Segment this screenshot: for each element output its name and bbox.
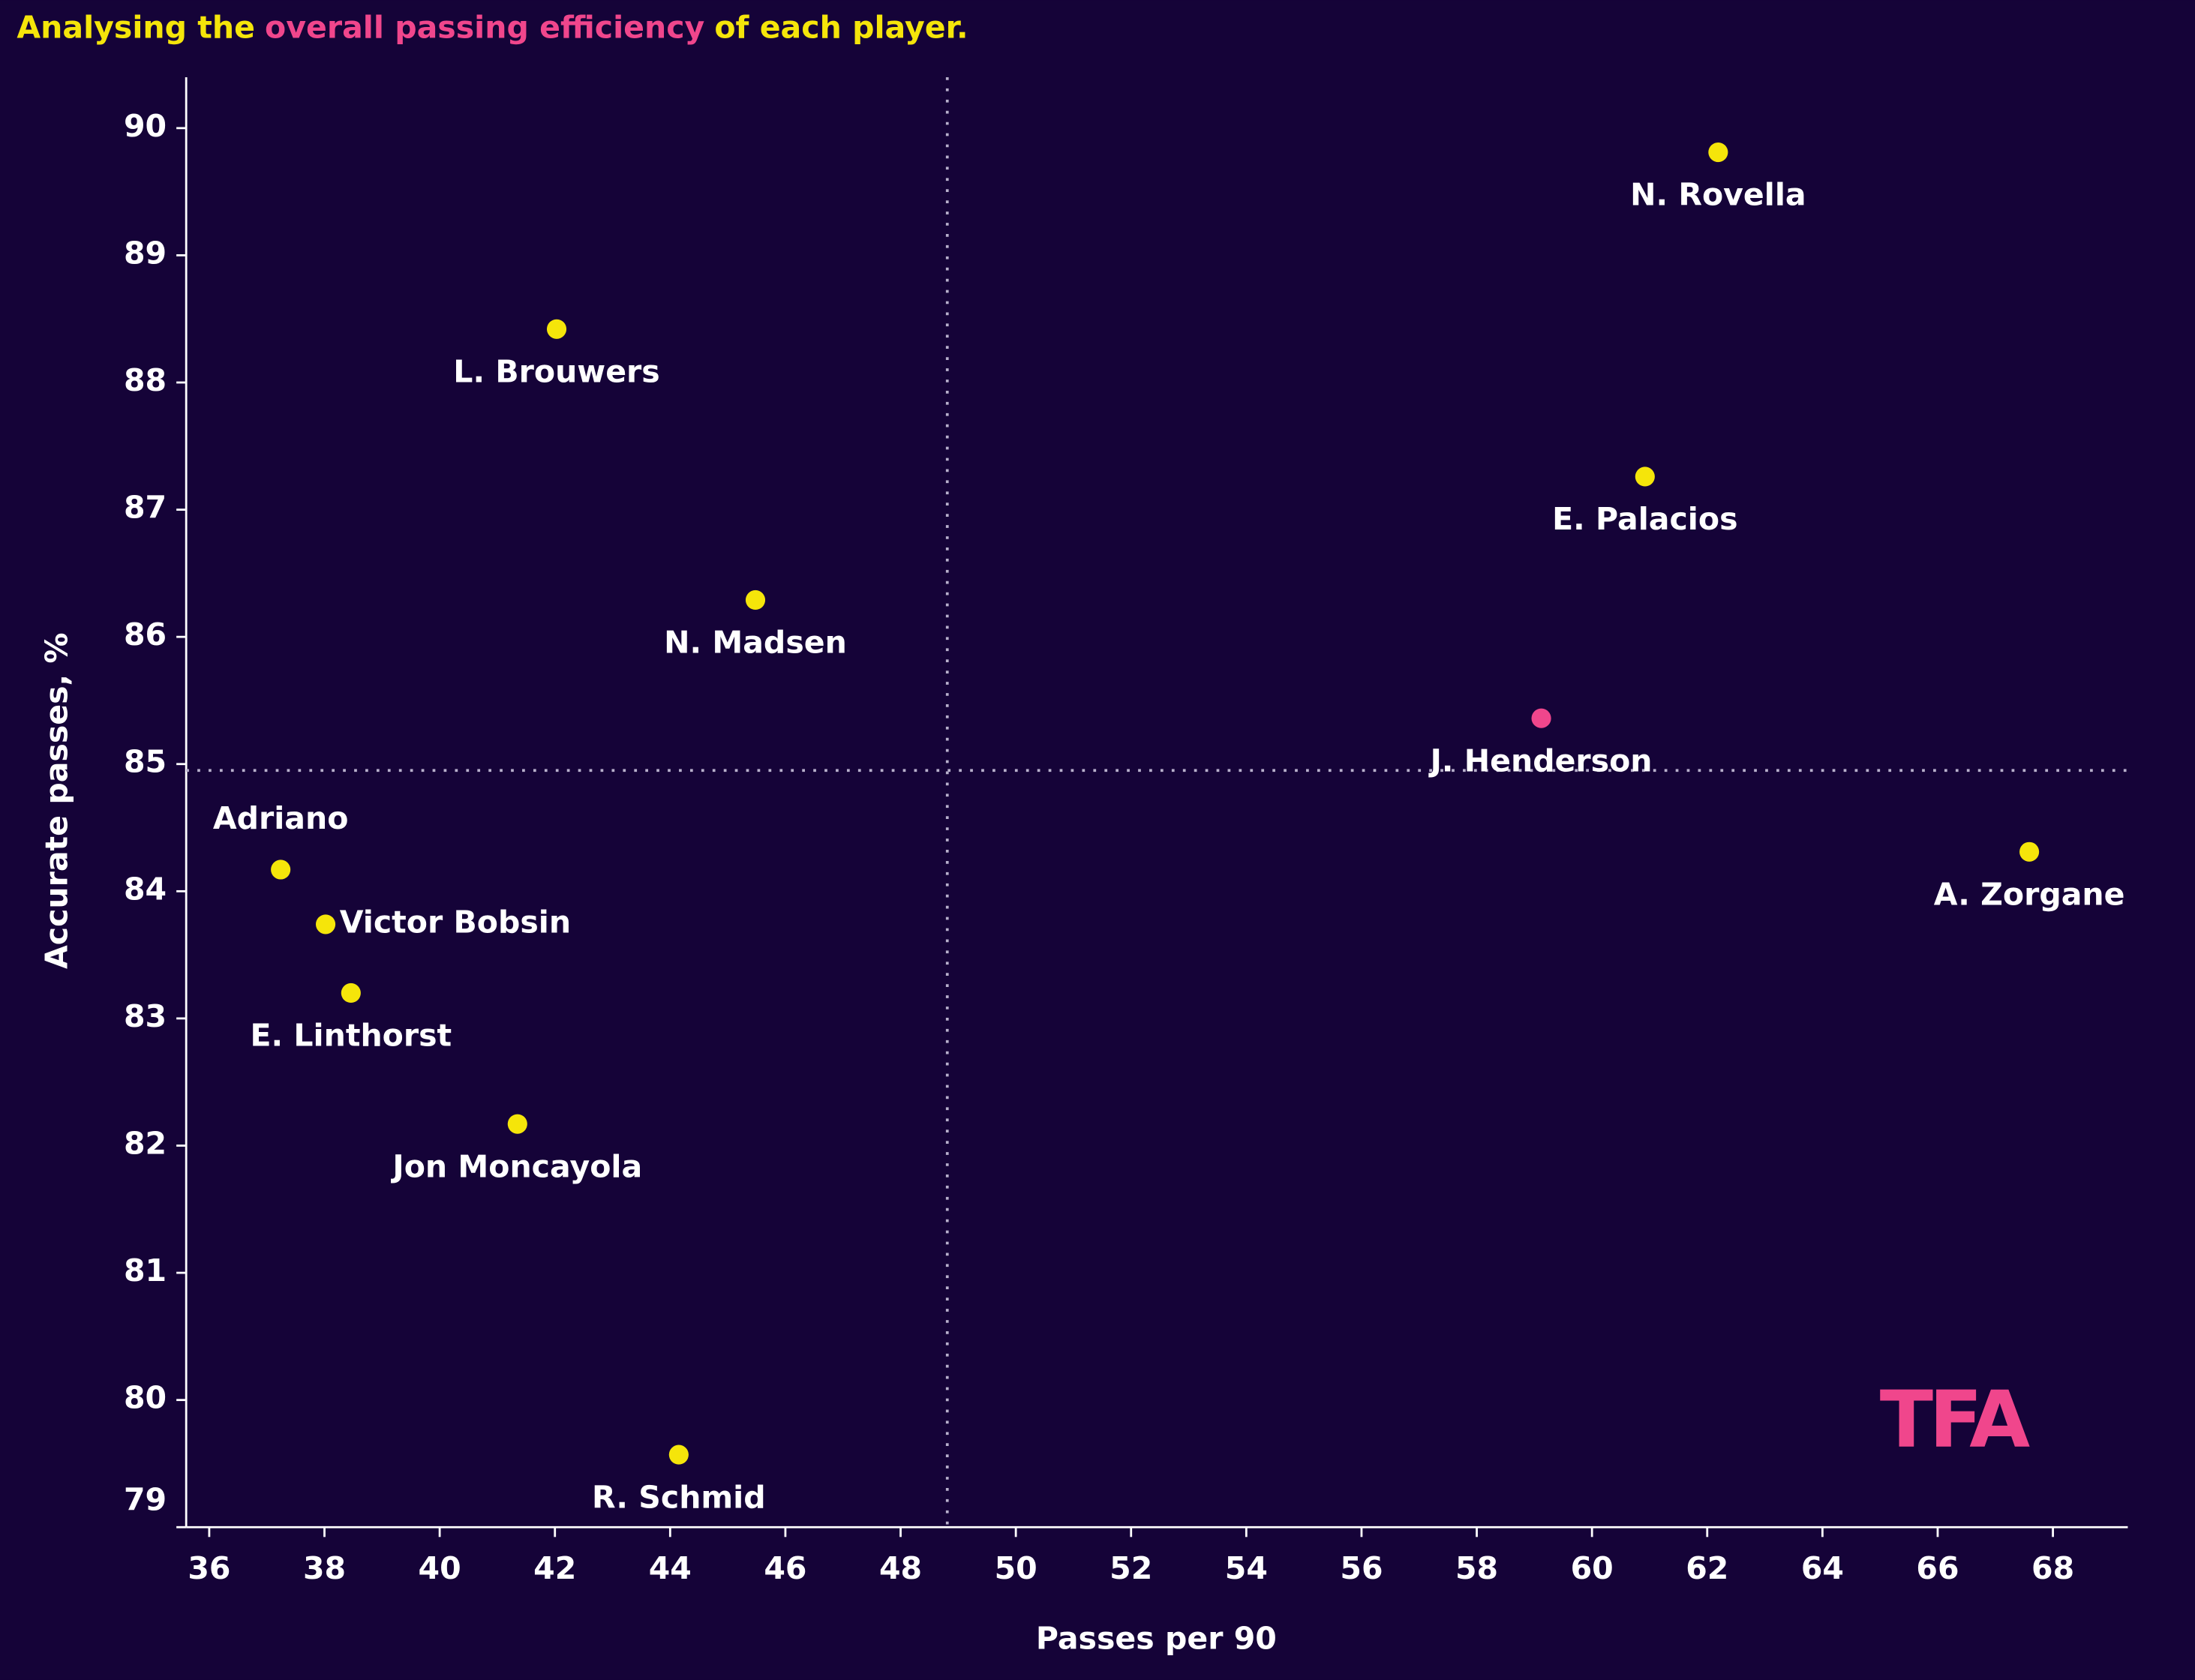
y-tick-label: 87 [124, 490, 167, 526]
y-tick-label: 82 [124, 1125, 167, 1161]
point-label: L. Brouwers [453, 353, 659, 389]
x-tick-label: 50 [995, 1550, 1037, 1586]
x-tick-label: 42 [533, 1550, 576, 1586]
x-tick-label: 36 [188, 1550, 230, 1586]
y-tick-label: 84 [124, 871, 167, 907]
x-tick-label: 62 [1686, 1550, 1728, 1586]
x-tick-label: 60 [1571, 1550, 1614, 1586]
x-tick-label: 38 [303, 1550, 346, 1586]
point-label: Victor Bobsin [340, 904, 571, 940]
x-tick-label: 64 [1801, 1550, 1844, 1586]
point [546, 319, 567, 339]
point-label: Adriano [213, 800, 349, 836]
point [1708, 142, 1728, 163]
x-tick-label: 52 [1110, 1550, 1152, 1586]
y-tick-label: 89 [124, 235, 167, 271]
x-tick-label: 44 [649, 1550, 692, 1586]
watermark: TFA [1880, 1374, 2030, 1466]
chart-title: Analysing the overall passing efficiency o… [17, 10, 968, 46]
y-tick-label: 88 [124, 362, 167, 398]
point [341, 982, 361, 1004]
point [507, 1114, 527, 1134]
x-tick-label: 66 [1916, 1550, 1959, 1586]
x-tick-label: 48 [879, 1550, 922, 1586]
y-tick-label: 85 [124, 744, 167, 780]
x-tick-label: 40 [419, 1550, 461, 1586]
y-tick-label: 83 [124, 998, 167, 1034]
y-tick-label: 79 [124, 1482, 167, 1518]
x-tick-label: 46 [764, 1550, 806, 1586]
point [745, 590, 766, 610]
y-tick-label: 90 [124, 108, 167, 144]
x-axis-label: Passes per 90 [1036, 1620, 1277, 1656]
title-part: of each player. [714, 10, 968, 46]
x-tick-label: 56 [1340, 1550, 1383, 1586]
point [1531, 708, 1551, 728]
point [271, 860, 291, 880]
point-label: E. Linthorst [250, 1018, 452, 1054]
point-label: Jon Moncayola [390, 1148, 642, 1184]
title-part: overall passing efficiency [265, 10, 704, 46]
y-axis-label: Accurate passes, % [38, 632, 74, 969]
point [1635, 466, 1655, 487]
point-label: N. Madsen [664, 625, 847, 661]
x-tick-label: 54 [1225, 1550, 1268, 1586]
point-label: E. Palacios [1552, 501, 1737, 537]
point [315, 914, 336, 934]
point-label: N. Rovella [1630, 177, 1806, 213]
x-tick-label: 68 [2031, 1550, 2074, 1586]
title-part: Analysing the [17, 10, 255, 46]
y-tick-label: 81 [124, 1252, 167, 1288]
point [668, 1444, 689, 1465]
point-label: R. Schmid [592, 1479, 766, 1515]
y-tick-label: 86 [124, 616, 167, 652]
y-tick-label: 80 [124, 1380, 167, 1416]
point-label: J. Henderson [1428, 742, 1653, 778]
point [2019, 842, 2040, 862]
point-label: A. Zorgane [1934, 876, 2125, 912]
x-tick-label: 58 [1455, 1550, 1498, 1586]
